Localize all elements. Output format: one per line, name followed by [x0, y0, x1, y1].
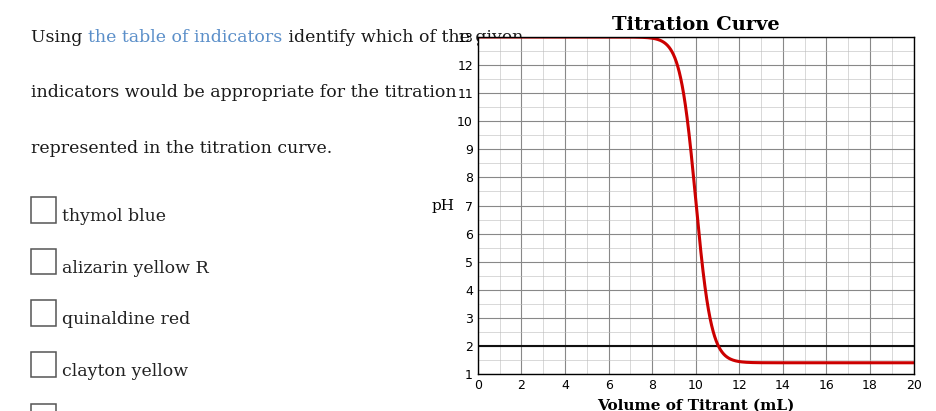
Text: Using: Using — [32, 29, 88, 46]
Text: alizarin yellow R: alizarin yellow R — [62, 260, 209, 277]
X-axis label: Volume of Titrant (mL): Volume of Titrant (mL) — [596, 399, 794, 411]
Text: represented in the titration curve.: represented in the titration curve. — [32, 140, 332, 157]
Text: quinaldine red: quinaldine red — [62, 312, 190, 328]
Text: identify which of the given: identify which of the given — [283, 29, 522, 46]
Bar — [32, 197, 55, 223]
Bar — [32, 300, 55, 326]
Y-axis label: pH: pH — [431, 199, 454, 212]
Title: Titration Curve: Titration Curve — [611, 16, 779, 34]
Text: clayton yellow: clayton yellow — [62, 363, 188, 380]
Bar — [32, 404, 55, 411]
Text: thymol blue: thymol blue — [62, 208, 166, 225]
Text: the table of indicators: the table of indicators — [88, 29, 283, 46]
Bar — [32, 352, 55, 377]
Text: indicators would be appropriate for the titration: indicators would be appropriate for the … — [32, 84, 457, 101]
Bar — [32, 249, 55, 274]
